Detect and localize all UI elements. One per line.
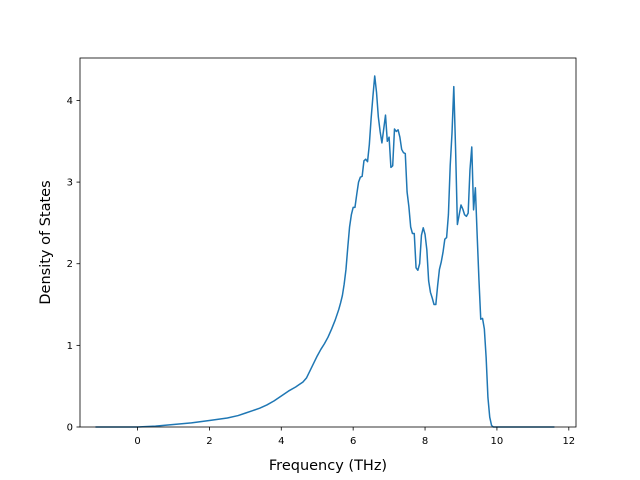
x-tick-label: 10 xyxy=(491,436,504,447)
x-tick-label: 2 xyxy=(206,436,212,447)
y-tick-label: 4 xyxy=(67,96,73,107)
x-tick-label: 12 xyxy=(562,436,575,447)
plot-frame xyxy=(79,57,577,428)
x-tick-label: 0 xyxy=(134,436,140,447)
y-tick-label: 2 xyxy=(67,259,73,270)
x-tick-label: 8 xyxy=(422,436,428,447)
y-tick-label: 1 xyxy=(67,341,73,352)
y-tick-label: 3 xyxy=(67,178,73,189)
x-axis-label: Frequency (THz) xyxy=(269,458,387,474)
x-tick-label: 4 xyxy=(278,436,284,447)
dos-series-line xyxy=(95,75,555,428)
y-tick-label: 0 xyxy=(67,423,73,434)
x-tick-label: 6 xyxy=(350,436,356,447)
y-axis-label: Density of States xyxy=(38,180,54,304)
